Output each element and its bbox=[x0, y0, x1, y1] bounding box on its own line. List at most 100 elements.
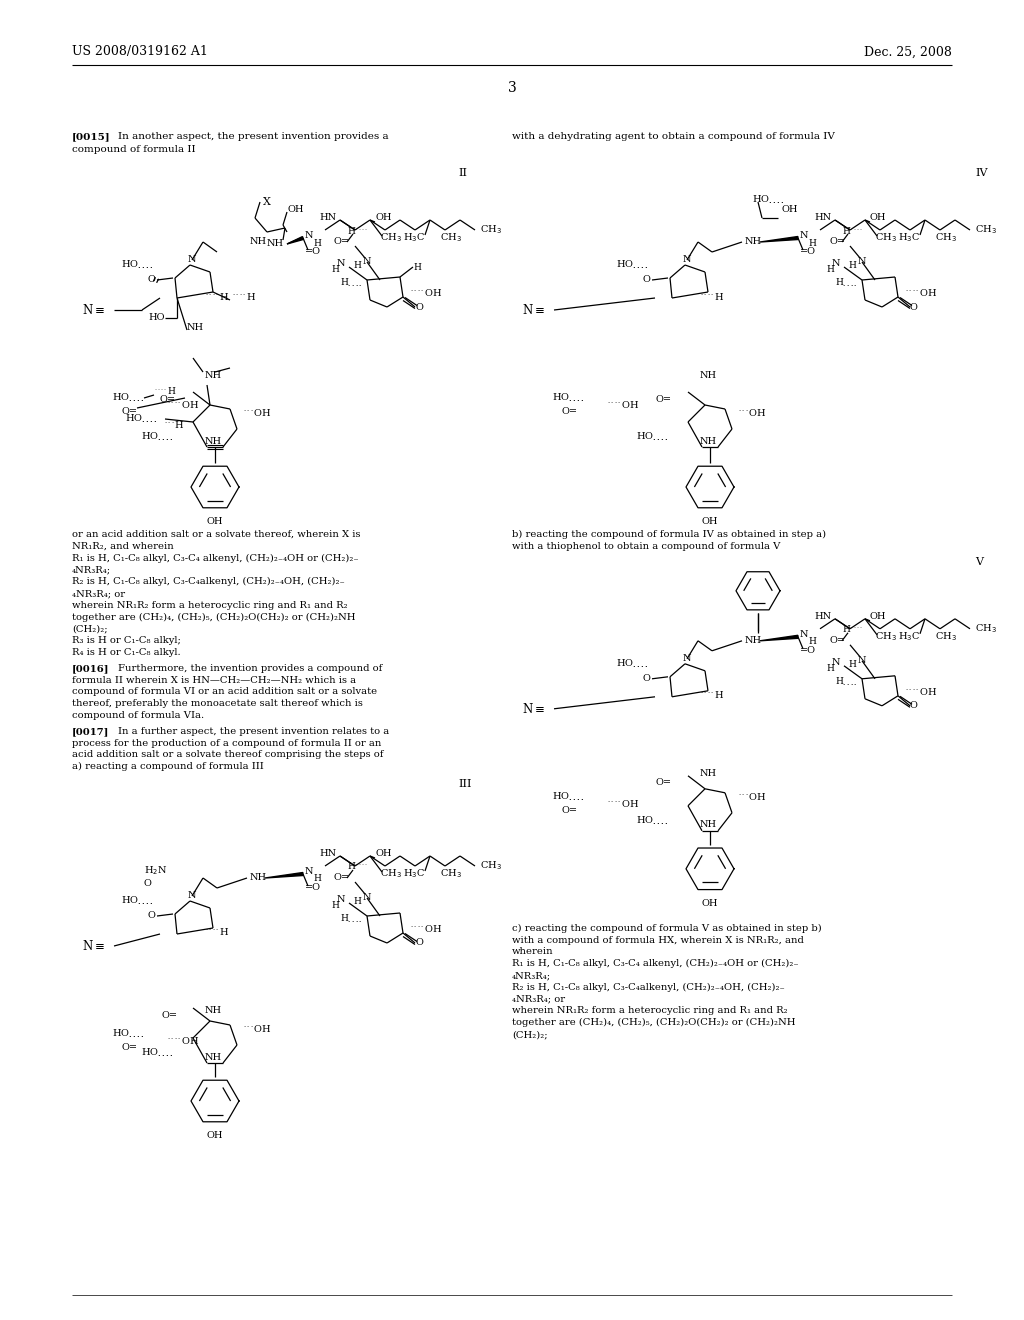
Text: =O: =O bbox=[800, 248, 816, 256]
Text: NH: NH bbox=[267, 239, 284, 248]
Text: HO$_{\mathbf{....}}$: HO$_{\mathbf{....}}$ bbox=[112, 392, 144, 404]
Text: O: O bbox=[642, 276, 650, 285]
Text: HO$_{\mathbf{....}}$: HO$_{\mathbf{....}}$ bbox=[615, 259, 648, 272]
Text: N: N bbox=[305, 231, 313, 240]
Text: OH: OH bbox=[782, 206, 799, 214]
Text: $^{....}$H: $^{....}$H bbox=[205, 290, 229, 301]
Text: O: O bbox=[147, 276, 155, 285]
Text: N: N bbox=[858, 656, 866, 665]
Text: $^{....}$OH: $^{....}$OH bbox=[167, 400, 200, 411]
Text: R₄ is H or C₁-C₈ alkyl.: R₄ is H or C₁-C₈ alkyl. bbox=[72, 648, 180, 657]
Text: wherein NR₁R₂ form a heterocyclic ring and R₁ and R₂: wherein NR₁R₂ form a heterocyclic ring a… bbox=[512, 1006, 787, 1015]
Text: O=: O= bbox=[334, 874, 350, 883]
Text: CH$_3$: CH$_3$ bbox=[480, 859, 502, 873]
Text: process for the production of a compound of formula II or an: process for the production of a compound… bbox=[72, 739, 381, 747]
Text: O: O bbox=[642, 675, 650, 684]
Text: ₄NR₃R₄; or: ₄NR₃R₄; or bbox=[512, 994, 565, 1003]
Text: N: N bbox=[337, 260, 345, 268]
Text: or an acid addition salt or a solvate thereof, wherein X is: or an acid addition salt or a solvate th… bbox=[72, 531, 360, 539]
Text: H: H bbox=[313, 874, 321, 883]
Text: HO$_{\mathbf{....}}$: HO$_{\mathbf{....}}$ bbox=[112, 1027, 144, 1040]
Text: N$\equiv$: N$\equiv$ bbox=[82, 304, 105, 317]
Text: CH$_3$: CH$_3$ bbox=[935, 631, 956, 643]
Text: HO$_{\mathbf{....}}$: HO$_{\mathbf{....}}$ bbox=[552, 392, 584, 404]
Text: $^{...}$OH: $^{...}$OH bbox=[738, 791, 767, 803]
Text: acid addition salt or a solvate thereof comprising the steps of: acid addition salt or a solvate thereof … bbox=[72, 750, 384, 759]
Text: H$_3$C: H$_3$C bbox=[402, 231, 425, 244]
Text: $^{....}$OH: $^{....}$OH bbox=[410, 288, 442, 298]
Text: IV: IV bbox=[975, 168, 987, 178]
Text: O=: O= bbox=[121, 408, 137, 417]
Text: H$^{....}$: H$^{....}$ bbox=[842, 623, 863, 635]
Text: R₁ is H, C₁-C₈ alkyl, C₃-C₄ alkenyl, (CH₂)₂₋₄OH or (CH₂)₂₋: R₁ is H, C₁-C₈ alkyl, C₃-C₄ alkenyl, (CH… bbox=[72, 553, 358, 562]
Text: CH$_3$: CH$_3$ bbox=[440, 867, 462, 880]
Text: together are (CH₂)₄, (CH₂)₅, (CH₂)₂O(CH₂)₂ or (CH₂)₂NH: together are (CH₂)₄, (CH₂)₅, (CH₂)₂O(CH₂… bbox=[72, 612, 355, 622]
Text: O: O bbox=[144, 879, 152, 888]
Text: II: II bbox=[458, 168, 467, 178]
Text: OH: OH bbox=[701, 899, 718, 908]
Text: NH: NH bbox=[700, 437, 717, 446]
Text: HO$_{\mathbf{....}}$: HO$_{\mathbf{....}}$ bbox=[121, 259, 153, 272]
Text: HO$_{\mathbf{....}}$: HO$_{\mathbf{....}}$ bbox=[615, 657, 648, 671]
Text: III: III bbox=[458, 779, 471, 789]
Text: =O: =O bbox=[800, 647, 816, 655]
Polygon shape bbox=[760, 236, 798, 242]
Text: O=: O= bbox=[829, 238, 845, 247]
Text: N$\equiv$: N$\equiv$ bbox=[82, 939, 105, 953]
Text: (CH₂)₂;: (CH₂)₂; bbox=[512, 1030, 548, 1039]
Text: HO$_{\mathbf{....}}$: HO$_{\mathbf{....}}$ bbox=[140, 1047, 173, 1060]
Text: $^{....}$OH: $^{....}$OH bbox=[905, 288, 937, 298]
Text: CH$_3$: CH$_3$ bbox=[935, 231, 956, 244]
Text: In another aspect, the present invention provides a: In another aspect, the present invention… bbox=[118, 132, 389, 141]
Text: O=: O= bbox=[561, 807, 577, 816]
Text: OH: OH bbox=[701, 517, 718, 525]
Text: H$_2$N: H$_2$N bbox=[144, 865, 167, 878]
Text: HN: HN bbox=[319, 214, 337, 223]
Text: OH: OH bbox=[207, 1131, 223, 1140]
Text: thereof, preferably the monoacetate salt thereof which is: thereof, preferably the monoacetate salt… bbox=[72, 700, 362, 709]
Text: R₃ is H or C₁-C₈ alkyl;: R₃ is H or C₁-C₈ alkyl; bbox=[72, 636, 181, 645]
Text: CH$_3$: CH$_3$ bbox=[380, 867, 401, 880]
Text: HO$_{\mathbf{....}}$: HO$_{\mathbf{....}}$ bbox=[636, 430, 668, 444]
Text: N$\equiv$: N$\equiv$ bbox=[522, 702, 545, 715]
Text: N: N bbox=[305, 867, 313, 876]
Text: H$^{....}$: H$^{....}$ bbox=[842, 224, 863, 235]
Text: $^{....}$H: $^{....}$H bbox=[700, 290, 724, 301]
Text: O: O bbox=[415, 939, 423, 948]
Text: O=: O= bbox=[829, 636, 845, 645]
Text: HO$_{\mathbf{....}}$: HO$_{\mathbf{....}}$ bbox=[121, 895, 153, 907]
Text: NH: NH bbox=[700, 371, 717, 380]
Text: $^{....}$OH: $^{....}$OH bbox=[410, 924, 442, 935]
Text: O=: O= bbox=[656, 779, 672, 787]
Polygon shape bbox=[265, 873, 303, 878]
Text: HO$_{\mathbf{....}}$: HO$_{\mathbf{....}}$ bbox=[125, 413, 157, 425]
Text: V: V bbox=[975, 557, 983, 566]
Polygon shape bbox=[760, 635, 798, 640]
Text: [0015]: [0015] bbox=[72, 132, 111, 141]
Text: compound of formula II: compound of formula II bbox=[72, 145, 196, 154]
Text: H: H bbox=[331, 265, 339, 275]
Text: In a further aspect, the present invention relates to a: In a further aspect, the present inventi… bbox=[118, 727, 389, 735]
Text: with a dehydrating agent to obtain a compound of formula IV: with a dehydrating agent to obtain a com… bbox=[512, 132, 835, 141]
Text: OH: OH bbox=[375, 850, 391, 858]
Text: with a compound of formula HX, wherein X is NR₁R₂, and: with a compound of formula HX, wherein X… bbox=[512, 936, 804, 945]
Text: together are (CH₂)₄, (CH₂)₅, (CH₂)₂O(CH₂)₂ or (CH₂)₂NH: together are (CH₂)₄, (CH₂)₅, (CH₂)₂O(CH₂… bbox=[512, 1018, 796, 1027]
Text: N: N bbox=[800, 630, 809, 639]
Text: N: N bbox=[187, 256, 197, 264]
Text: H$_3$C: H$_3$C bbox=[402, 867, 425, 880]
Text: H$_{\mathbf{....}}$: H$_{\mathbf{....}}$ bbox=[340, 912, 362, 925]
Text: OH: OH bbox=[870, 214, 887, 223]
Text: CH$_3$: CH$_3$ bbox=[975, 223, 996, 236]
Text: CH$_3$: CH$_3$ bbox=[480, 223, 502, 236]
Text: H: H bbox=[848, 660, 856, 669]
Text: US 2008/0319162 A1: US 2008/0319162 A1 bbox=[72, 45, 208, 58]
Text: H$_{\mathbf{....}}$: H$_{\mathbf{....}}$ bbox=[836, 277, 858, 289]
Text: H$_{\mathbf{....}}$: H$_{\mathbf{....}}$ bbox=[340, 277, 362, 289]
Text: H: H bbox=[826, 265, 834, 275]
Text: N: N bbox=[831, 659, 840, 668]
Text: compound of formula VI or an acid addition salt or a solvate: compound of formula VI or an acid additi… bbox=[72, 688, 377, 697]
Text: ₄NR₃R₄; or: ₄NR₃R₄; or bbox=[72, 589, 125, 598]
Polygon shape bbox=[287, 236, 303, 244]
Text: H: H bbox=[353, 898, 360, 907]
Text: $^{....}$OH: $^{....}$OH bbox=[607, 400, 639, 411]
